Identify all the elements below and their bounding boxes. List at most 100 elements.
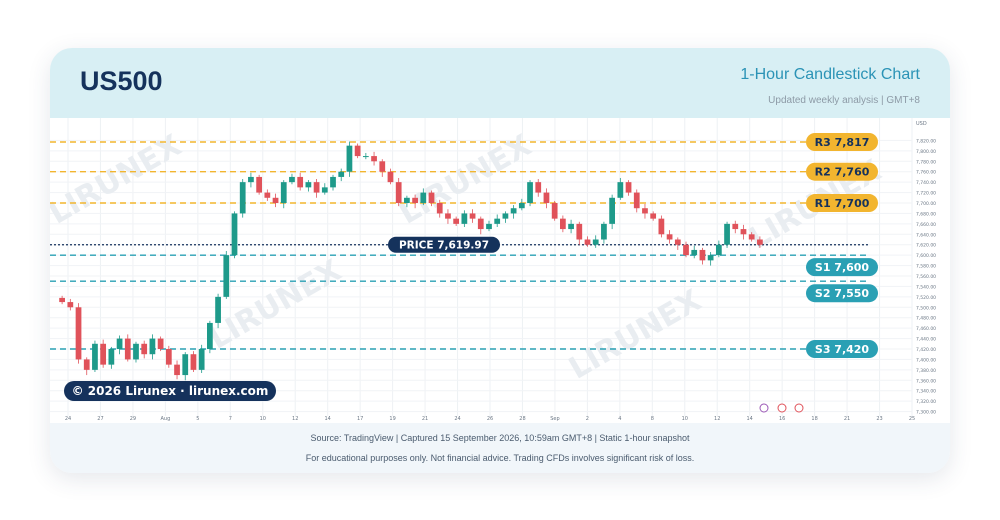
candle-body <box>510 208 517 214</box>
candle-body <box>59 297 65 303</box>
support-badge <box>806 340 878 358</box>
candle-body <box>223 255 230 297</box>
disclaimer-note: For educational purposes only. Not finan… <box>305 453 695 463</box>
candle-body <box>683 244 689 256</box>
candle-body <box>592 239 599 245</box>
candle-body <box>576 223 583 240</box>
y-tick-label: 7,600.00 <box>916 253 936 259</box>
x-tick-label: 28 <box>519 416 525 422</box>
x-tick-label: 10 <box>682 416 688 422</box>
candle-body <box>691 249 698 256</box>
candle-body <box>239 182 246 214</box>
resistance-badge <box>806 162 878 181</box>
y-tick-label: 7,380.00 <box>916 368 936 374</box>
candle-body <box>757 239 763 245</box>
y-tick-label: 7,400.00 <box>916 357 936 363</box>
candle-body <box>535 182 542 193</box>
candle-body <box>732 223 739 230</box>
candle-body <box>75 307 82 360</box>
candle-body <box>642 208 648 214</box>
chart-card: US500 1-Hour Candlestick Chart Updated w… <box>50 48 950 473</box>
y-tick-label: 7,740.00 <box>916 180 936 186</box>
candle-body <box>321 187 328 193</box>
x-tick-label: 23 <box>876 416 882 422</box>
candle-body <box>584 239 591 245</box>
candle-body <box>494 218 501 224</box>
support-badge-text: S1 7,600 <box>815 261 870 274</box>
candle-body <box>445 213 451 219</box>
candle-body <box>67 302 74 308</box>
candle-body <box>379 161 386 172</box>
x-tick-label: 19 <box>389 416 395 422</box>
price-badge <box>388 236 500 253</box>
candle-body <box>724 223 730 245</box>
y-tick-label: 7,480.00 <box>916 316 936 322</box>
y-tick-label: 7,800.00 <box>916 149 936 155</box>
x-tick-label: Sep <box>550 416 559 422</box>
candle-body <box>477 218 484 230</box>
candle-body <box>100 343 107 365</box>
chart-title: 1-Hour Candlestick Chart <box>740 66 920 83</box>
candle-body <box>297 176 304 188</box>
x-tick-label: 27 <box>97 416 103 422</box>
copyright-text: © 2026 Lirunex · lirunex.com <box>72 384 269 398</box>
candle-body <box>518 203 525 209</box>
x-tick-label: 10 <box>260 416 266 422</box>
candle-body <box>313 182 320 193</box>
y-tick-label: 7,640.00 <box>916 232 936 238</box>
candle-body <box>174 364 180 376</box>
y-tick-label: 7,580.00 <box>916 264 936 270</box>
y-tick-label: 7,820.00 <box>916 138 936 144</box>
candle-body <box>527 182 533 204</box>
event-marker-icon <box>759 403 769 413</box>
candle-body <box>617 182 624 198</box>
candle-body <box>601 223 607 240</box>
candle-body <box>609 197 616 224</box>
x-tick-label: 24 <box>65 416 71 422</box>
candle-body <box>165 349 172 365</box>
candle-body <box>707 255 714 261</box>
resistance-badge-text: R1 7,700 <box>815 197 870 210</box>
candle-body <box>338 171 345 177</box>
candle-body <box>289 176 295 183</box>
y-tick-label: 7,340.00 <box>916 389 936 395</box>
y-tick-label: 7,720.00 <box>916 191 936 197</box>
candle-body <box>124 338 131 360</box>
candle-body <box>666 234 673 240</box>
x-tick-label: 25 <box>909 416 915 422</box>
candle-body <box>264 192 271 198</box>
axis-unit-label: USD <box>916 121 927 127</box>
candle-body <box>715 244 722 256</box>
chart-header: US500 1-Hour Candlestick Chart Updated w… <box>50 48 950 118</box>
candle-body <box>190 354 197 370</box>
x-tick-label: 2 <box>586 416 589 422</box>
resistance-badge <box>806 133 878 151</box>
candle-body <box>502 213 509 219</box>
candle-body <box>428 192 435 204</box>
candle-body <box>420 192 427 204</box>
chart-area: LIRUNEX LIRUNEX LIRUNEX LIRUNEX LIRUNEX R3 7… <box>50 118 950 473</box>
resistance-badge <box>806 194 878 213</box>
candle-body <box>149 338 156 355</box>
event-marker-icon <box>794 403 804 413</box>
candle-body <box>133 343 139 360</box>
x-tick-label: 21 <box>844 416 850 422</box>
candle-body <box>108 349 115 365</box>
candle-body <box>256 176 263 193</box>
support-badge-text: S3 7,420 <box>815 343 870 356</box>
candle-body <box>748 234 755 240</box>
candle-body <box>206 322 213 349</box>
candle-body <box>141 343 148 355</box>
event-marker-icon <box>777 403 787 413</box>
y-tick-label: 7,760.00 <box>916 170 936 176</box>
y-tick-label: 7,320.00 <box>916 399 936 405</box>
y-tick-label: 7,700.00 <box>916 201 936 207</box>
candle-body <box>371 156 377 162</box>
candle-body <box>182 354 189 376</box>
candle-body <box>625 182 632 193</box>
symbol-title: US500 <box>80 66 163 96</box>
y-tick-label: 7,460.00 <box>916 326 936 332</box>
candle-body <box>699 249 706 261</box>
y-tick-label: 7,620.00 <box>916 243 936 249</box>
